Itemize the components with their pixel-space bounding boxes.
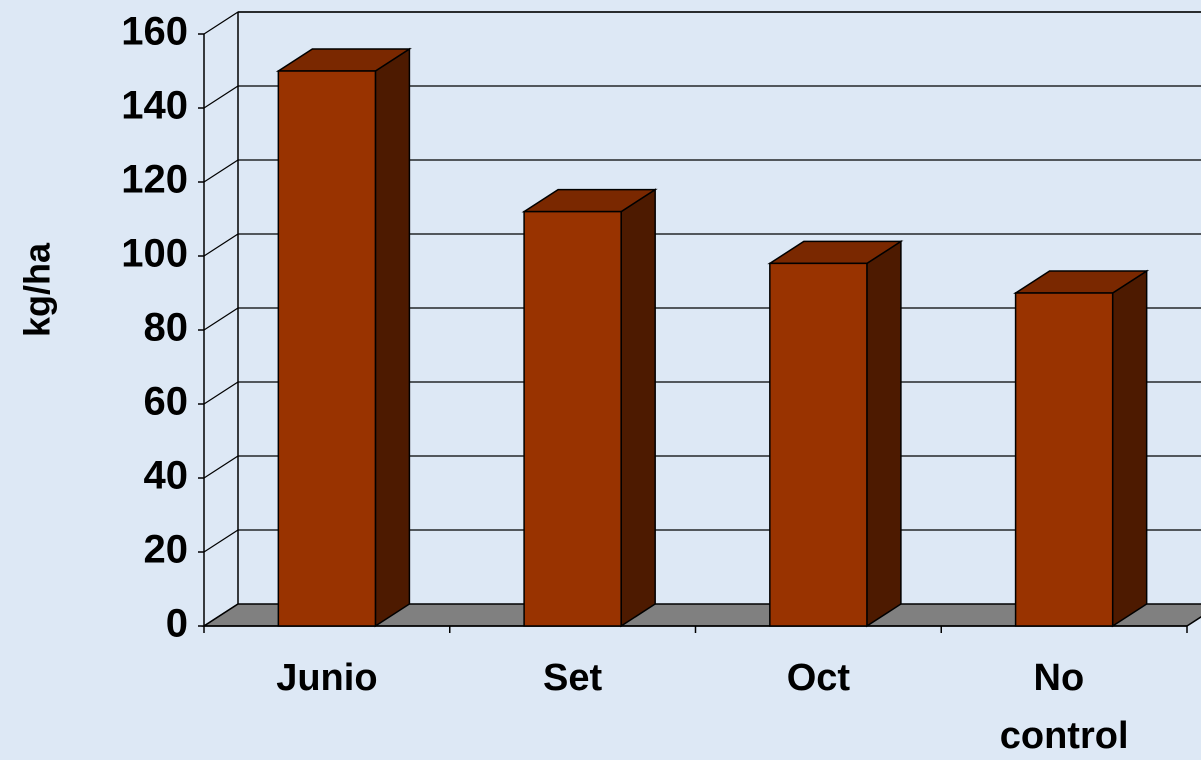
bar-front [523, 210, 622, 627]
y-axis-label: kg/ha [17, 242, 58, 337]
grid-line [203, 233, 1201, 257]
grid-line [203, 85, 1201, 109]
y-tick-label: 20 [144, 528, 189, 572]
x-tick-label: Set [543, 657, 602, 699]
y-tick-label: 100 [121, 232, 188, 276]
bar-side [1111, 269, 1148, 628]
y-tick-label: 60 [144, 380, 189, 424]
y-tick-label: 140 [121, 84, 188, 128]
y-tick-label: 40 [144, 454, 189, 498]
y-tick-label: 120 [121, 158, 188, 202]
bar-front [1014, 292, 1114, 627]
bar [767, 240, 904, 628]
bar [275, 47, 412, 628]
y-tick-label: 80 [144, 306, 189, 350]
bar-side [866, 240, 902, 628]
grid-line [203, 159, 1201, 183]
y-tick-label: 160 [121, 10, 188, 54]
bar-front [769, 262, 868, 627]
bar [1013, 269, 1150, 628]
grid-line [203, 11, 1201, 35]
x-tick-label: Junio [276, 657, 377, 699]
x-tick-label: Oct [787, 657, 851, 699]
bar-side [620, 188, 656, 628]
bar-front [277, 70, 377, 627]
y-tick-label: 0 [166, 602, 188, 646]
bar-side [374, 47, 411, 628]
x-tick-label: No control [1000, 657, 1129, 757]
bar [521, 188, 658, 628]
